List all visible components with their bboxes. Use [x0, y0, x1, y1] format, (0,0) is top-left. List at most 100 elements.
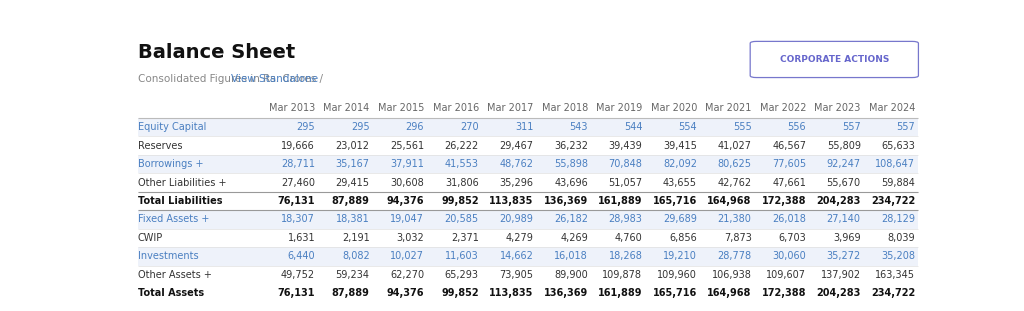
Text: Reserves: Reserves [137, 141, 182, 151]
FancyBboxPatch shape [751, 41, 919, 77]
Text: 70,848: 70,848 [608, 159, 642, 169]
Text: 2,191: 2,191 [342, 233, 370, 243]
Text: 109,607: 109,607 [766, 270, 806, 280]
Text: 18,381: 18,381 [336, 215, 370, 225]
Text: Mar 2020: Mar 2020 [650, 103, 697, 113]
Text: 73,905: 73,905 [500, 270, 534, 280]
Text: 41,553: 41,553 [444, 159, 479, 169]
Text: 65,293: 65,293 [444, 270, 479, 280]
Text: 113,835: 113,835 [488, 196, 534, 206]
Text: 82,092: 82,092 [663, 159, 697, 169]
Text: View Standalone: View Standalone [231, 74, 318, 85]
Text: 28,778: 28,778 [718, 251, 752, 261]
Text: Consolidated Figures in Rs. Crores /: Consolidated Figures in Rs. Crores / [137, 74, 326, 85]
Text: 46,567: 46,567 [772, 141, 806, 151]
Text: 47,661: 47,661 [772, 178, 806, 188]
Text: 161,889: 161,889 [598, 288, 642, 298]
Text: 29,415: 29,415 [336, 178, 370, 188]
Text: 76,131: 76,131 [278, 288, 315, 298]
Text: 543: 543 [569, 122, 588, 132]
Text: 165,716: 165,716 [652, 196, 697, 206]
Text: 39,439: 39,439 [608, 141, 642, 151]
Text: 42,762: 42,762 [718, 178, 752, 188]
Text: Total Liabilities: Total Liabilities [137, 196, 222, 206]
Text: 311: 311 [515, 122, 534, 132]
Text: 94,376: 94,376 [387, 288, 424, 298]
Text: 6,440: 6,440 [288, 251, 315, 261]
Text: 21,380: 21,380 [718, 215, 752, 225]
Text: Mar 2014: Mar 2014 [324, 103, 370, 113]
Text: Mar 2024: Mar 2024 [869, 103, 915, 113]
Text: 557: 557 [896, 122, 915, 132]
Text: 77,605: 77,605 [772, 159, 806, 169]
Text: 554: 554 [678, 122, 697, 132]
Text: 295: 295 [351, 122, 370, 132]
Text: 137,902: 137,902 [820, 270, 861, 280]
Text: 39,415: 39,415 [664, 141, 697, 151]
Text: 136,369: 136,369 [544, 196, 588, 206]
Text: 26,182: 26,182 [554, 215, 588, 225]
Text: CORPORATE ACTIONS: CORPORATE ACTIONS [779, 55, 889, 64]
Text: 295: 295 [297, 122, 315, 132]
Text: 555: 555 [733, 122, 752, 132]
Bar [137, 118, 918, 137]
Text: 165,716: 165,716 [652, 288, 697, 298]
Text: Mar 2013: Mar 2013 [269, 103, 315, 113]
Text: 19,210: 19,210 [664, 251, 697, 261]
Text: 76,131: 76,131 [278, 196, 315, 206]
Text: Mar 2023: Mar 2023 [814, 103, 861, 113]
Text: 55,898: 55,898 [554, 159, 588, 169]
Text: Mar 2015: Mar 2015 [378, 103, 424, 113]
Text: 26,018: 26,018 [772, 215, 806, 225]
Text: 108,647: 108,647 [876, 159, 915, 169]
Text: 8,039: 8,039 [888, 233, 915, 243]
Text: 99,852: 99,852 [441, 196, 479, 206]
Text: 20,585: 20,585 [444, 215, 479, 225]
Text: 4,760: 4,760 [614, 233, 642, 243]
Text: 109,960: 109,960 [657, 270, 697, 280]
Text: 43,696: 43,696 [554, 178, 588, 188]
Text: 87,889: 87,889 [332, 196, 370, 206]
Text: 30,060: 30,060 [772, 251, 806, 261]
Text: 10,027: 10,027 [390, 251, 424, 261]
Text: 48,762: 48,762 [500, 159, 534, 169]
Text: Other Liabilities +: Other Liabilities + [137, 178, 226, 188]
Text: Total Assets: Total Assets [137, 288, 204, 298]
Text: 28,983: 28,983 [608, 215, 642, 225]
Text: 2,371: 2,371 [451, 233, 479, 243]
Text: 29,689: 29,689 [664, 215, 697, 225]
Bar [137, 155, 918, 173]
Text: 19,666: 19,666 [282, 141, 315, 151]
Text: 164,968: 164,968 [708, 288, 752, 298]
Text: 59,234: 59,234 [336, 270, 370, 280]
Text: 37,911: 37,911 [390, 159, 424, 169]
Text: 6,703: 6,703 [778, 233, 806, 243]
Bar [137, 247, 918, 266]
Text: Fixed Assets +: Fixed Assets + [137, 215, 209, 225]
Text: Mar 2017: Mar 2017 [487, 103, 534, 113]
Text: 87,889: 87,889 [332, 288, 370, 298]
Text: 49,752: 49,752 [281, 270, 315, 280]
Text: 7,873: 7,873 [724, 233, 752, 243]
Text: 296: 296 [406, 122, 424, 132]
Text: 14,662: 14,662 [500, 251, 534, 261]
Text: 28,129: 28,129 [882, 215, 915, 225]
Text: 31,806: 31,806 [445, 178, 479, 188]
Text: 164,968: 164,968 [708, 196, 752, 206]
Text: Borrowings +: Borrowings + [137, 159, 203, 169]
Text: 18,268: 18,268 [608, 251, 642, 261]
Text: 41,027: 41,027 [718, 141, 752, 151]
Text: 20,989: 20,989 [500, 215, 534, 225]
Text: 234,722: 234,722 [871, 196, 915, 206]
Text: 172,388: 172,388 [762, 288, 806, 298]
Text: 3,969: 3,969 [834, 233, 861, 243]
Text: 234,722: 234,722 [871, 288, 915, 298]
Text: 23,012: 23,012 [336, 141, 370, 151]
Text: 94,376: 94,376 [387, 196, 424, 206]
Text: 556: 556 [787, 122, 806, 132]
Text: 161,889: 161,889 [598, 196, 642, 206]
Text: 55,809: 55,809 [826, 141, 861, 151]
Text: Mar 2022: Mar 2022 [760, 103, 806, 113]
Text: 27,140: 27,140 [826, 215, 861, 225]
Text: 26,222: 26,222 [444, 141, 479, 151]
